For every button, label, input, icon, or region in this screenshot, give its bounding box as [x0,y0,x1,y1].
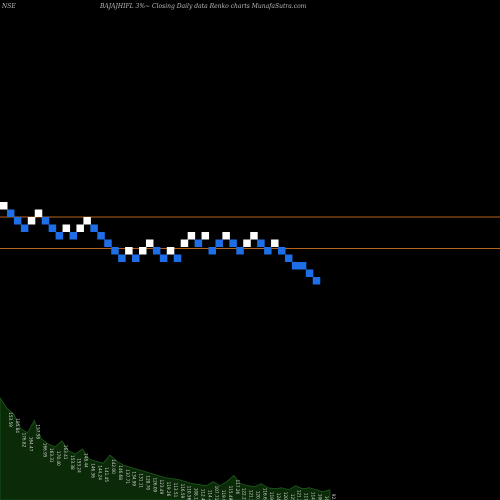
renko-brick [291,262,300,270]
volume-label: 137.71 [125,469,130,484]
volume-area [0,397,331,500]
renko-brick [62,224,71,232]
volume-label: 141.45 [104,467,109,482]
renko-brick [145,239,154,247]
volume-label: 124.06 [276,493,281,500]
renko-brick [69,232,77,240]
volume-label: 115.49 [228,486,233,500]
renko-brick [111,247,119,255]
volume-label: 146.36 [90,463,95,478]
renko-brick [208,247,216,255]
volume-label: 119.26 [166,482,171,497]
volume-label: 144.24 [97,465,102,480]
renko-brick [278,247,286,255]
renko-brick [159,254,168,262]
chart-title: BAJAJHIFL 3%~ Closing Daily data Renko c… [100,3,307,10]
renko-brick [152,247,161,255]
volume-label: 185.84 [15,418,20,433]
renko-brick [34,209,43,217]
volume-label: 114.44 [207,490,212,500]
renko-brick [20,224,29,232]
renko-brick [180,239,189,247]
renko-brick [194,239,203,247]
renko-brick [250,232,258,240]
renko-brick [201,232,210,240]
renko-brick [104,239,112,247]
volume-label: 146.68 [118,465,123,480]
renko-brick [215,239,223,247]
volume-label: 119.95 [221,490,226,500]
renko-brick [6,209,15,217]
volume-label: 117.18 [304,493,309,500]
volume-label: 163.31 [49,448,54,463]
volume-label: 166.95 [42,443,47,458]
renko-brick [222,232,230,240]
renko-brick [13,217,22,225]
volume-label: 126.09 [152,478,157,493]
volume-label: 108.12 [194,488,199,500]
volume-label: 121.38 [249,490,254,500]
renko-brick [264,247,272,255]
volume-label: 116.65 [262,488,267,500]
renko-brick [41,217,50,225]
renko-brick [229,239,237,247]
renko-brick [284,254,293,262]
renko-brick [173,254,182,262]
renko-brick [305,269,314,277]
volume-label: 153.59 [8,412,13,427]
volume-label: 170.40 [56,451,61,466]
volume-label: 117.26 [235,480,240,495]
volume-label: 110.56 [187,486,192,500]
renko-brick [55,232,64,240]
volume-label: 176.82 [22,433,27,448]
renko-brick [97,232,105,240]
volume-label: 131.11 [139,473,144,488]
renko-brick [118,254,126,262]
renko-brick [125,247,133,255]
volume-label: 121.20 [297,490,302,500]
renko-brick [83,217,91,225]
renko-brick [166,247,175,255]
volume-label: 120.58 [283,492,288,500]
renko-brick [236,247,244,255]
volume-label: 123.49 [159,480,164,495]
volume-label: 157.58 [35,424,40,439]
volume-label: 113.51 [173,483,178,498]
renko-brick [48,224,57,232]
volume-label: 100.85 [324,496,329,500]
volume-label: 114.04 [310,492,315,500]
exchange-label: NSE [2,3,16,10]
volume-label: 112.46 [200,489,205,500]
volume-label: 153.24 [77,458,82,473]
renko-brick [0,202,8,210]
volume-label: 122.21 [242,488,247,500]
renko-brick [243,239,251,247]
volume-label: 107.71 [214,486,219,500]
renko-brick [90,224,98,232]
renko-brick [257,239,265,247]
renko-brick [27,217,36,225]
renko-brick [271,239,279,247]
volume-label: 106.60 [317,494,322,500]
volume-label: 134.99 [132,471,137,486]
volume-label: 153.38 [70,455,75,470]
renko-brick [187,232,196,240]
volume-label: 142.00 [111,459,116,474]
volume-label: 164.47 [29,437,34,452]
renko-brick [139,247,147,255]
volume-label: 119.92 [269,492,274,500]
volume-label: 163.41 [63,445,68,460]
volume-label: 116.59 [180,484,185,499]
volume-label: 148.44 [84,453,89,468]
renko-brick [298,262,307,270]
renko-brick [76,224,84,232]
renko-brick [132,254,140,262]
volume-label: 125.51 [290,494,295,500]
volume-label: 120.68 [255,491,260,500]
renko-brick [312,277,321,285]
volume-label: 128.70 [145,475,150,490]
volume-label: 92.25 [331,494,336,500]
